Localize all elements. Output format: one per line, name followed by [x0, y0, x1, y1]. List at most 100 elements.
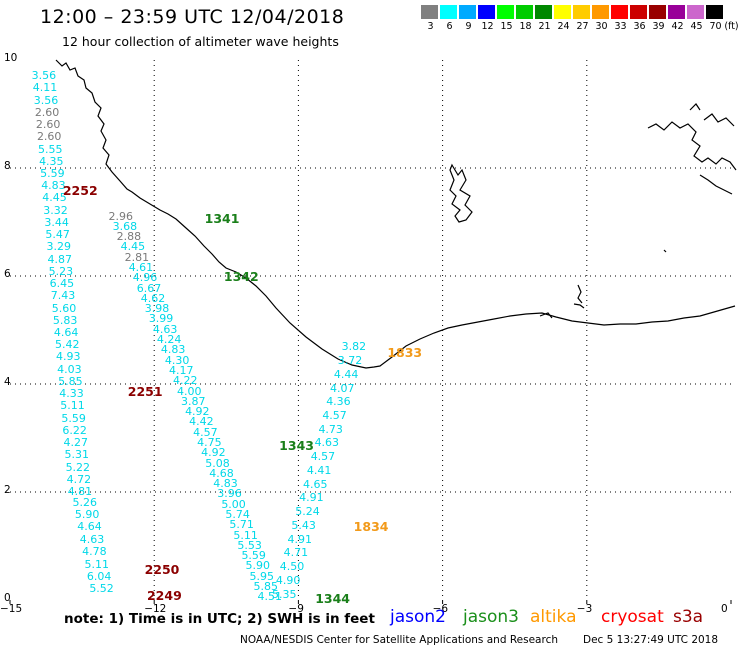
- wave-height-value: 5.60: [51, 301, 77, 315]
- scale-label: 12: [481, 21, 494, 32]
- wave-height-value: 5.22: [65, 460, 91, 474]
- wave-height-value: 5.47: [45, 228, 70, 242]
- scale-label: 15: [500, 21, 513, 32]
- wave-height-value: 3.44: [44, 215, 69, 229]
- scale-label: 42: [671, 21, 684, 32]
- wave-height-value: 5.74: [225, 507, 250, 521]
- scale-label: 45: [690, 21, 703, 32]
- wave-height-value: 4.57: [310, 450, 336, 464]
- wave-height-value: 5.00: [221, 497, 246, 511]
- wave-height-value: 4.22: [172, 374, 198, 388]
- wave-height-value: 4.42: [189, 415, 214, 429]
- wave-height-value: 4.78: [82, 545, 107, 559]
- wave-height-value: 4.90: [275, 573, 301, 587]
- wave-height-value: 4.44: [333, 367, 359, 381]
- wave-height-value: 4.91: [287, 532, 312, 546]
- wave-height-value: 3.87: [181, 394, 206, 408]
- wave-height-value: 5.90: [245, 559, 270, 573]
- wave-height-value: 4.50: [279, 560, 305, 574]
- wave-height-value: 6.45: [49, 277, 75, 291]
- x-tick-label: 0: [721, 603, 728, 615]
- generation-timestamp: Dec 5 13:27:49 UTC 2018: [583, 634, 719, 646]
- footer-note: note: 1) Time is in UTC; 2) SWH is in fe…: [64, 611, 375, 627]
- map-grid: [10, 60, 731, 600]
- wave-height-value: 4.64: [77, 520, 102, 534]
- wave-height-value: 5.90: [74, 508, 100, 522]
- scale-swatch: [421, 5, 438, 19]
- wave-height-value: 2.60: [34, 105, 60, 119]
- wave-height-value: 4.75: [197, 435, 222, 449]
- scale-unit: (ft): [724, 21, 739, 32]
- wave-height-value: 4.63: [79, 532, 105, 546]
- wave-height-value: 3.68: [112, 219, 138, 233]
- wave-height-value: 4.63: [152, 322, 178, 336]
- legend-s3a: s3a: [673, 607, 704, 627]
- scale-label: 39: [652, 21, 665, 32]
- wave-height-value: 4.03: [57, 362, 82, 376]
- legend-altika: altika: [530, 607, 577, 627]
- wave-height-value: 4.24: [156, 333, 182, 347]
- scale-swatch: [630, 5, 647, 19]
- wave-height-value: 4.65: [302, 477, 328, 491]
- pass-time-label: 2250: [144, 562, 180, 578]
- wave-height-value: 2.60: [35, 118, 61, 132]
- scale-swatch: [497, 5, 514, 19]
- wave-height-value: 4.81: [67, 485, 93, 498]
- wave-height-value: 4.57: [322, 408, 347, 422]
- wave-height-value: 5.83: [52, 313, 78, 327]
- wave-height-value: 5.24: [295, 505, 320, 519]
- scale-swatch: [440, 5, 457, 19]
- wave-height-value: 4.61: [128, 261, 154, 275]
- wave-height-value: 5.95: [249, 569, 275, 583]
- pass-time-label: 1343: [279, 438, 314, 454]
- wave-height-value: 5.59: [241, 549, 266, 563]
- pass-time-label: 2251: [127, 384, 163, 400]
- wave-height-value: 5.23: [48, 264, 74, 278]
- wave-height-value: 3.98: [144, 302, 170, 316]
- wave-height-value: 6.67: [136, 281, 162, 295]
- pass-time-label: 1834: [353, 519, 389, 535]
- pass-time-label: 2249: [146, 588, 182, 604]
- x-tick-label: −9: [288, 603, 304, 615]
- wave-height-value: 4.41: [306, 463, 332, 477]
- wave-height-value: 4.83: [213, 477, 238, 491]
- wave-height-value: 5.26: [72, 495, 98, 509]
- wave-height-value: 7.43: [50, 289, 76, 303]
- wave-height-value: 4.83: [41, 179, 66, 193]
- y-tick-label: 10: [4, 52, 18, 64]
- wave-height-value: 4.91: [299, 491, 324, 505]
- wave-height-value: 4.33: [59, 387, 84, 401]
- y-tick-label: 8: [4, 160, 11, 172]
- wave-height-value: 5.42: [54, 338, 80, 352]
- scale-swatch: [592, 5, 609, 19]
- wave-height-value: 4.36: [326, 395, 351, 409]
- x-tick-label: −15: [0, 603, 23, 615]
- wave-height-value: 4.00: [177, 384, 202, 398]
- scale-swatch: [554, 5, 571, 19]
- wave-height-value: 4.11: [32, 81, 58, 95]
- pass-time-label: 1833: [387, 344, 423, 360]
- page-subtitle: 12 hour collection of altimeter wave hei…: [62, 34, 339, 49]
- wave-height-value: 3.32: [43, 203, 68, 217]
- wave-height-value: 4.17: [168, 363, 194, 377]
- wave-height-value: 4.92: [185, 405, 210, 419]
- wave-height-value: 6.04: [86, 569, 112, 583]
- scale-swatch: [706, 5, 723, 19]
- pass-time-label: 1344: [315, 590, 351, 606]
- wave-height-value: 4.62: [140, 291, 166, 305]
- y-tick-label: 0: [4, 592, 11, 604]
- tick-marks: [9, 600, 732, 604]
- wave-height-value: 4.63: [314, 436, 340, 450]
- wave-height-value: 3.96: [217, 487, 242, 501]
- wave-height-value: 5.31: [64, 448, 90, 462]
- scale-label: 70: [709, 21, 722, 32]
- wave-height-value: 5.52: [89, 582, 114, 596]
- scale-label: 21: [538, 21, 551, 32]
- wave-height-value: 3.29: [46, 240, 71, 254]
- wave-height-value: 4.72: [66, 472, 92, 486]
- pass-time-label: 1342: [223, 269, 259, 285]
- wave-height-value: 2.96: [108, 209, 134, 223]
- scale-swatch: [687, 5, 704, 19]
- wave-height-value: 4.96: [132, 271, 158, 285]
